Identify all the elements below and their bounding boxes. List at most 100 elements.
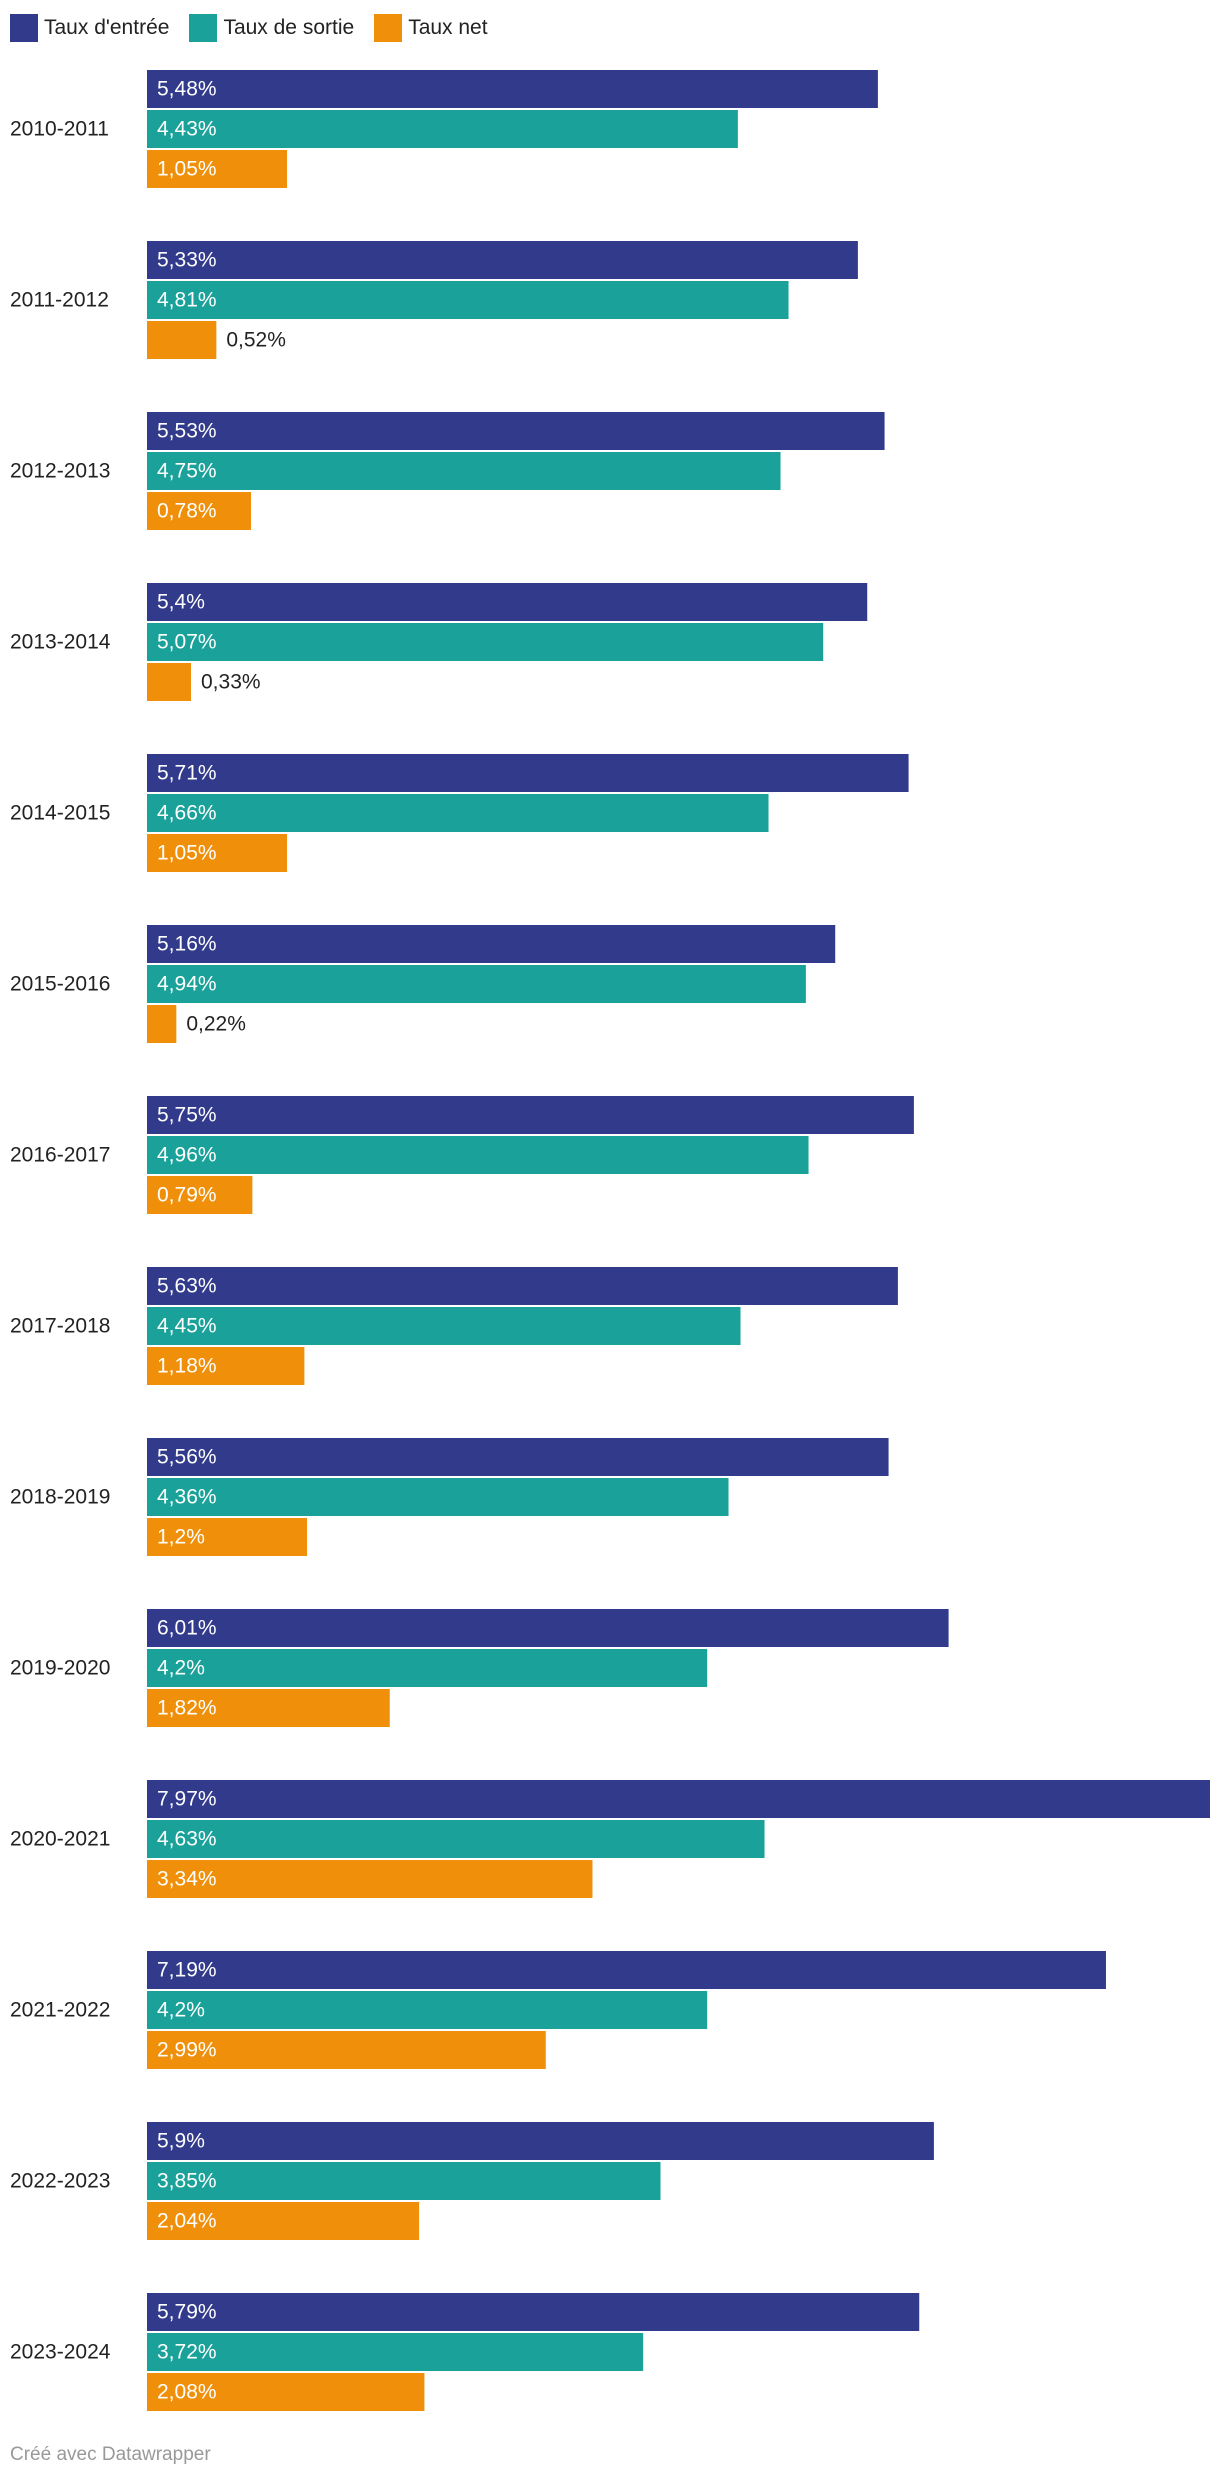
bar	[147, 241, 858, 279]
bar	[147, 1438, 889, 1476]
bar	[147, 623, 824, 661]
bar	[147, 70, 878, 108]
bar	[147, 925, 836, 963]
bar	[147, 1347, 305, 1385]
bar	[147, 2031, 546, 2069]
legend-swatch	[10, 14, 38, 42]
bar	[147, 321, 217, 359]
legend-label: Taux d'entrée	[44, 16, 170, 39]
category-group: 2012-2013 5,53% 4,75% 0,78%	[10, 412, 885, 530]
bar	[147, 1267, 898, 1305]
bar-value-label: 5,79%	[157, 2301, 217, 2324]
bar-value-label: 0,78%	[157, 500, 217, 523]
legend-swatch	[189, 14, 218, 42]
category-label: 2013-2014	[10, 631, 111, 654]
bar-value-label: 5,4%	[157, 591, 205, 614]
category-label: 2019-2020	[10, 1657, 110, 1680]
category-label: 2014-2015	[10, 802, 110, 825]
bar	[147, 794, 769, 832]
bar-value-label: 4,43%	[157, 118, 217, 141]
bar-value-label: 5,48%	[157, 78, 217, 101]
bar-value-label: 4,94%	[157, 973, 217, 996]
category-label: 2023-2024	[10, 2341, 111, 2364]
bar-value-label: 1,82%	[157, 1697, 217, 1720]
category-label: 2016-2017	[10, 1144, 110, 1167]
bar-value-label: 4,45%	[157, 1315, 217, 1338]
category-group: 2020-2021 7,97% 4,63% 3,34%	[10, 1780, 1210, 1898]
category-label: 2018-2019	[10, 1486, 110, 1509]
bar	[147, 1096, 914, 1134]
category-group: 2016-2017 5,75% 4,96% 0,79%	[10, 1096, 914, 1214]
bar-value-label: 5,63%	[157, 1275, 217, 1298]
bar	[147, 1176, 253, 1214]
bar	[147, 1991, 708, 2029]
bar	[147, 150, 288, 188]
category-label: 2012-2013	[10, 460, 110, 483]
legend-item: Taux d'entrée	[10, 14, 169, 42]
bar	[147, 452, 781, 490]
bar-value-label: 4,2%	[157, 1657, 205, 1680]
bar	[147, 412, 885, 450]
category-group: 2014-2015 5,71% 4,66% 1,05%	[10, 754, 909, 872]
bar-value-label: 1,05%	[157, 842, 217, 865]
bar-value-label: 5,9%	[157, 2130, 205, 2153]
bar-value-label: 5,71%	[157, 762, 217, 785]
category-label: 2010-2011	[10, 118, 109, 141]
category-group: 2018-2019 5,56% 4,36% 1,2%	[10, 1438, 889, 1556]
category-label: 2015-2016	[10, 973, 110, 996]
category-group: 2011-2012 5,33% 4,81% 0,52%	[10, 241, 858, 359]
bar-value-label: 1,18%	[157, 1355, 217, 1378]
bar-value-label: 4,96%	[157, 1144, 217, 1167]
bar	[147, 1518, 308, 1556]
bar-value-label: 4,81%	[157, 289, 217, 312]
bar	[147, 834, 288, 872]
bar	[147, 1005, 177, 1043]
bar	[147, 1649, 708, 1687]
legend-swatch	[374, 14, 403, 42]
bar	[147, 1820, 765, 1858]
bar-value-label: 4,63%	[157, 1828, 217, 1851]
bar	[147, 2293, 920, 2331]
bar-value-label: 1,2%	[157, 1526, 205, 1549]
bar	[147, 1780, 1210, 1818]
bar	[147, 1860, 593, 1898]
bar	[147, 1478, 729, 1516]
bar	[147, 2162, 661, 2200]
bar	[147, 2202, 420, 2240]
bar	[147, 1307, 741, 1345]
bar-value-label: 4,36%	[157, 1486, 217, 1509]
bar	[147, 281, 789, 319]
category-label: 2020-2021	[10, 1828, 110, 1851]
bar	[147, 1951, 1106, 1989]
category-group: 2019-2020 6,01% 4,2% 1,82%	[10, 1609, 949, 1727]
bar-value-label: 5,53%	[157, 420, 217, 443]
bar	[147, 1136, 809, 1174]
legend-item: Taux net	[374, 14, 488, 42]
bar-value-label: 5,75%	[157, 1104, 217, 1127]
bar	[147, 965, 806, 1003]
category-label: 2017-2018	[10, 1315, 110, 1338]
category-group: 2015-2016 5,16% 4,94% 0,22%	[10, 925, 836, 1043]
legend-label: Taux net	[408, 16, 488, 39]
bar-value-label: 3,72%	[157, 2341, 217, 2364]
bar	[147, 663, 192, 701]
bar	[147, 2333, 644, 2371]
bar-value-label: 3,34%	[157, 1868, 217, 1891]
bar-value-label: 4,2%	[157, 1999, 205, 2022]
category-group: 2013-2014 5,4% 5,07% 0,33%	[10, 583, 868, 701]
category-group: 2023-2024 5,79% 3,72% 2,08%	[10, 2293, 920, 2411]
legend-item: Taux de sortie	[189, 14, 354, 42]
bar-value-label: 0,79%	[157, 1184, 217, 1207]
bar	[147, 754, 909, 792]
category-group: 2010-2011 5,48% 4,43% 1,05%	[10, 70, 878, 188]
bar-value-label: 0,22%	[186, 1013, 246, 1036]
bar	[147, 1689, 390, 1727]
category-group: 2021-2022 7,19% 4,2% 2,99%	[10, 1951, 1106, 2069]
bar-value-label: 6,01%	[157, 1617, 217, 1640]
category-group: 2022-2023 5,9% 3,85% 2,04%	[10, 2122, 934, 2240]
bar-value-label: 1,05%	[157, 158, 217, 181]
bar-value-label: 5,33%	[157, 249, 217, 272]
bar	[147, 2373, 425, 2411]
bar-value-label: 5,07%	[157, 631, 217, 654]
